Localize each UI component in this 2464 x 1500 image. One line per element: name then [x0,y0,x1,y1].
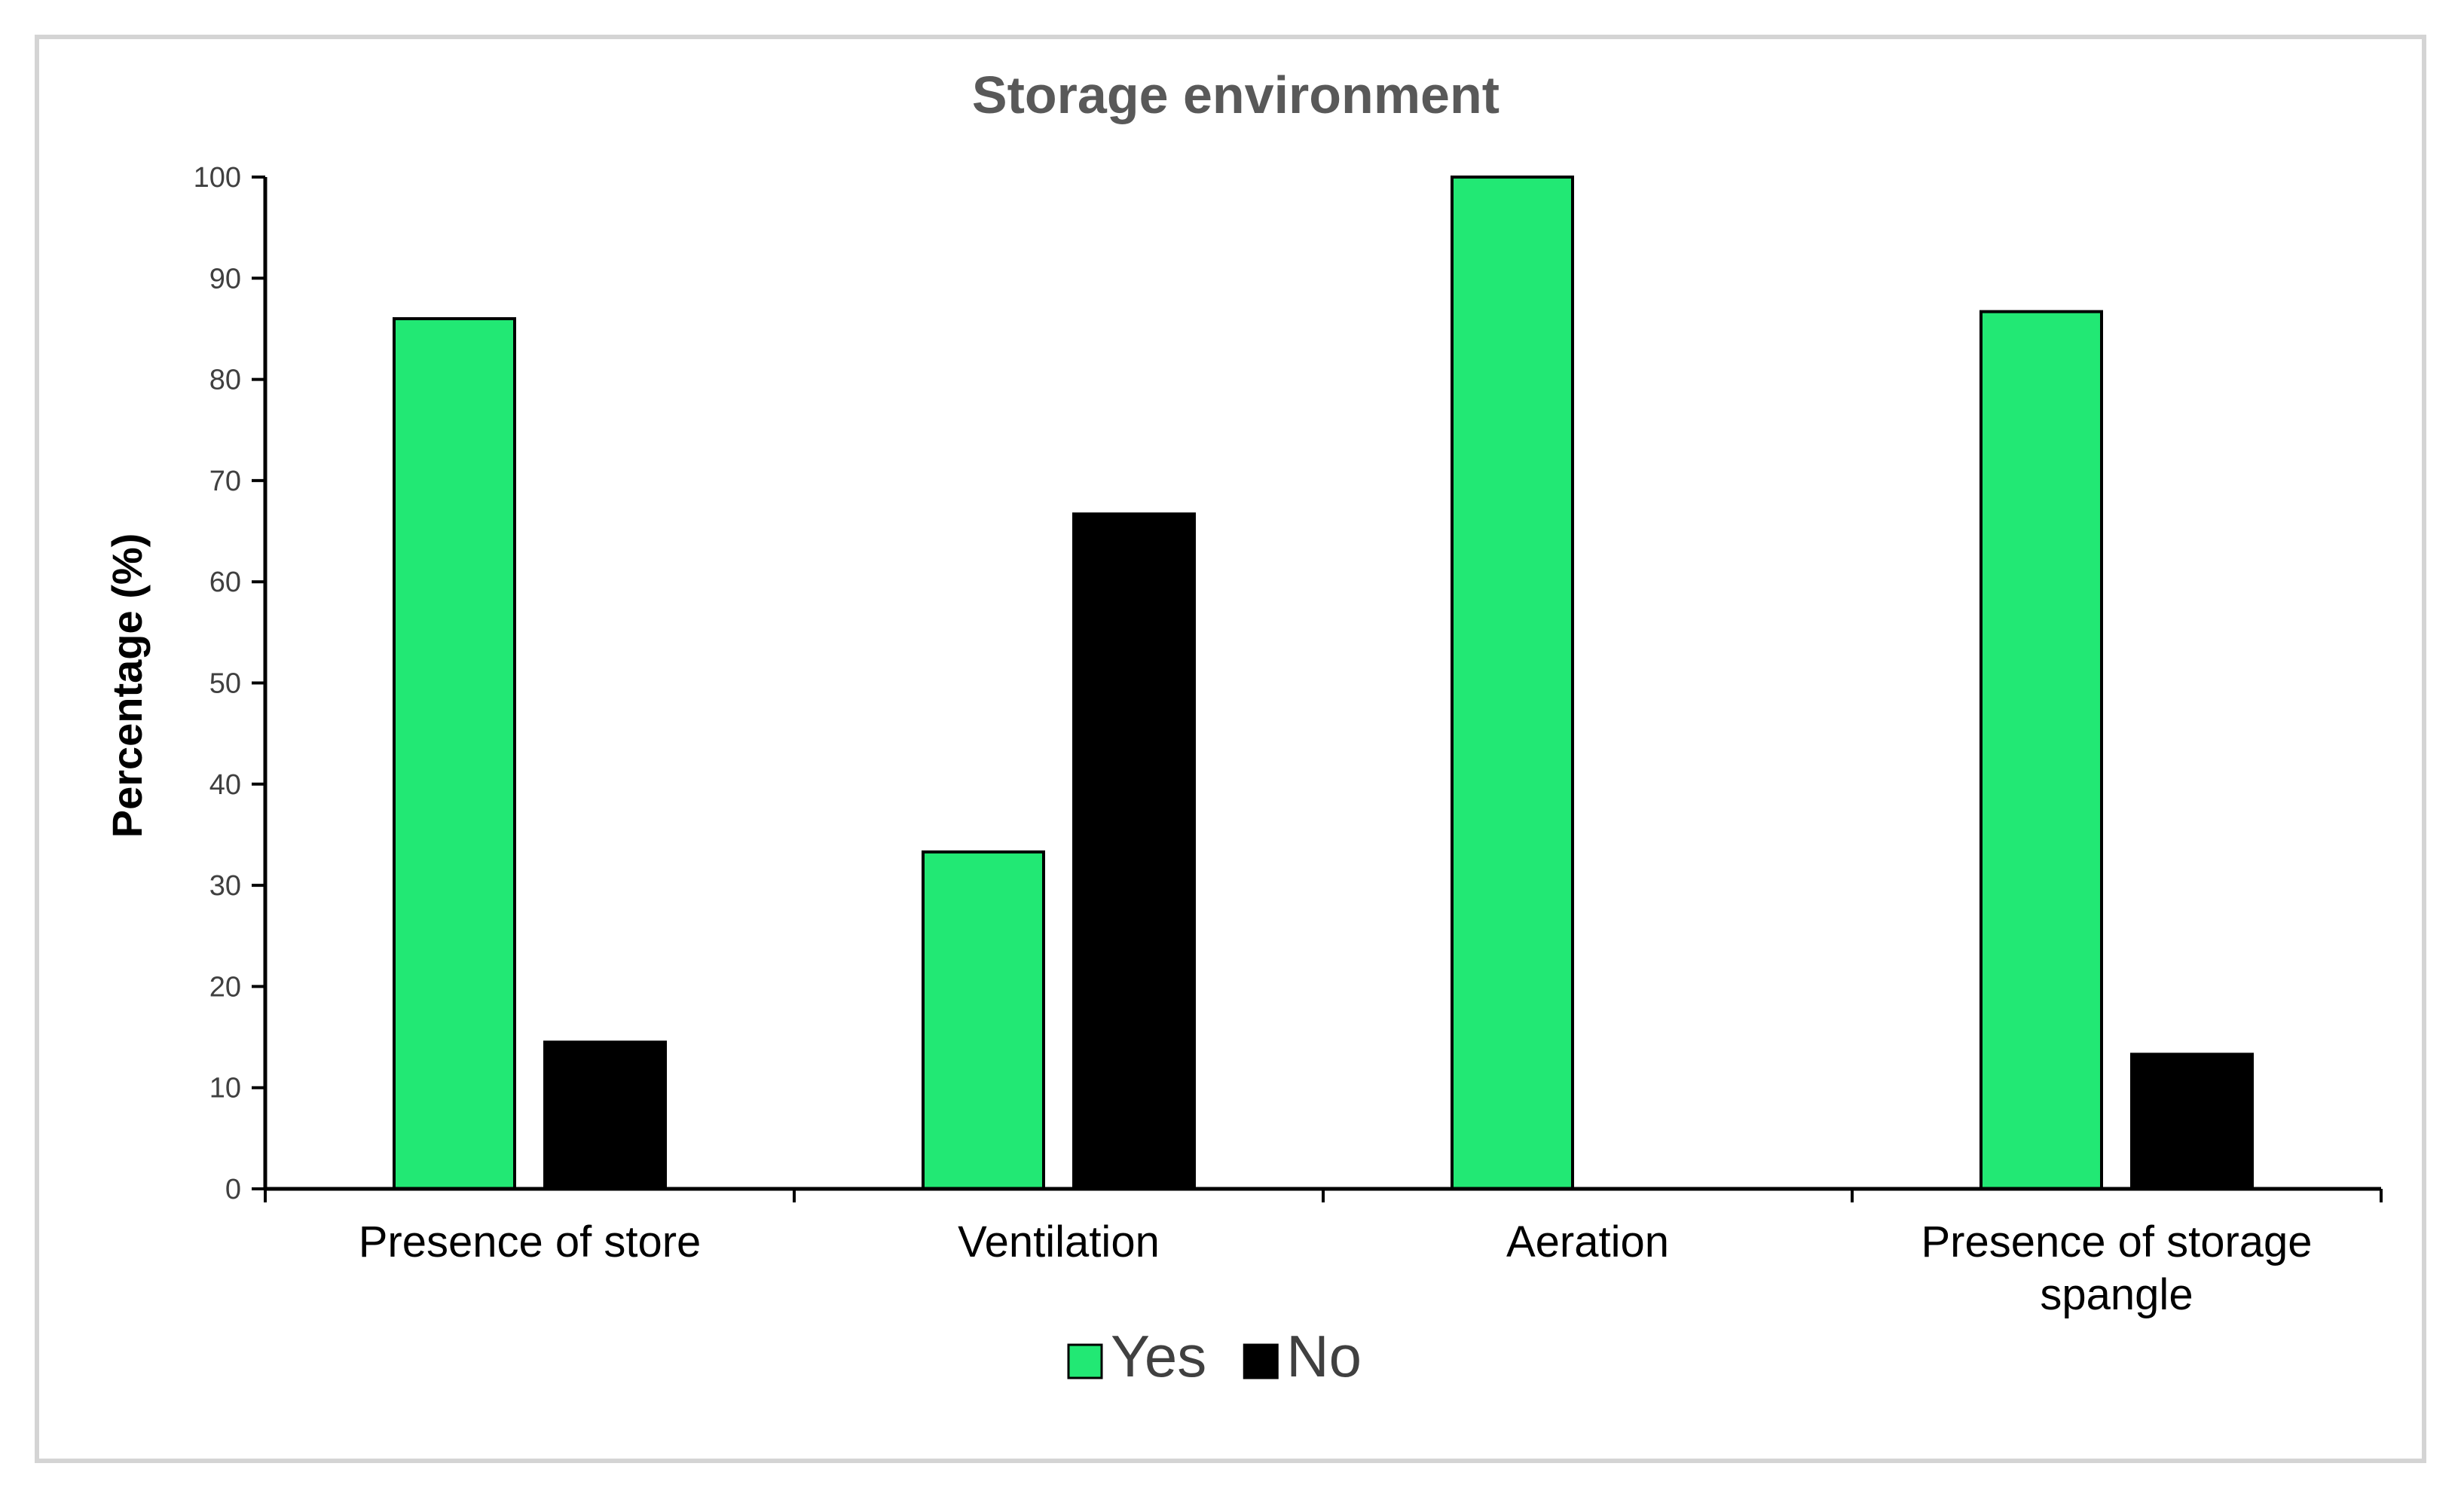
y-tick-label: 40 [209,769,241,801]
bar-yes-2 [1451,176,1574,1190]
bars [393,176,2254,1191]
legend-label-yes: Yes [1111,1323,1206,1389]
bar-no-3 [2130,1052,2254,1190]
axes [263,177,2383,1202]
x-category-label: spangle [2040,1270,2193,1319]
y-tick-label: 10 [209,1073,241,1104]
bar-no-0 [543,1040,667,1191]
y-tick-label: 30 [209,870,241,902]
legend-swatch-no [1243,1343,1279,1379]
y-tick-label: 60 [209,567,241,598]
x-category-label: Presence of store [359,1217,702,1266]
category-labels: Presence of store Ventilation Aeration Pres… [359,1217,2313,1319]
y-tick-label: 0 [225,1174,241,1205]
bar-yes-0 [393,317,516,1190]
y-tick-label: 20 [209,971,241,1003]
bar-yes-3 [1979,310,2103,1190]
chart-title: Storage environment [972,66,1499,124]
bar-yes-1 [922,850,1045,1190]
x-category-label: Aeration [1506,1217,1669,1266]
y-axis-ticks: 0 10 20 30 40 50 60 70 80 90 100 [194,162,265,1205]
y-tick-label: 100 [194,162,241,194]
y-tick-label: 90 [209,263,241,295]
legend: Yes No [1067,1323,1362,1389]
legend-label-no: No [1286,1323,1362,1389]
y-tick-label: 80 [209,365,241,396]
legend-swatch-yes [1067,1343,1103,1379]
y-tick-label: 50 [209,668,241,700]
bar-no-1 [1072,512,1196,1190]
x-category-label: Presence of storage [1921,1217,2312,1266]
y-tick-label: 70 [209,466,241,497]
x-category-label: Ventilation [958,1217,1160,1266]
y-axis-label: Percentage (%) [103,533,151,839]
